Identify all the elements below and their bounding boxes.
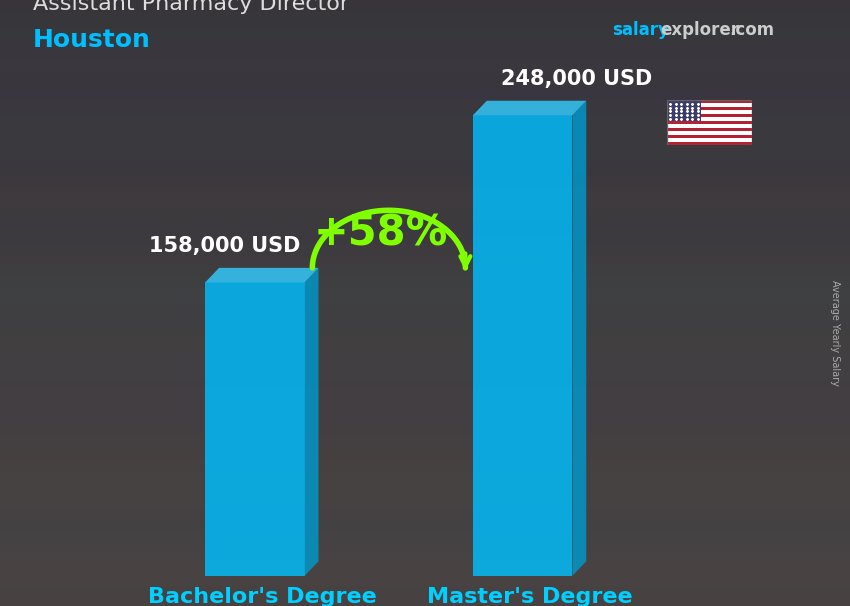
Text: .com: .com	[729, 21, 774, 39]
Text: +58%: +58%	[314, 212, 449, 255]
Polygon shape	[473, 115, 573, 576]
Bar	[667, 118, 752, 121]
Bar	[667, 124, 752, 128]
Text: Average Yearly Salary: Average Yearly Salary	[830, 281, 840, 386]
Bar	[667, 110, 752, 114]
Text: Bachelor's Degree: Bachelor's Degree	[148, 587, 377, 606]
Bar	[667, 128, 752, 132]
Bar	[667, 114, 752, 118]
Polygon shape	[205, 282, 304, 576]
Bar	[667, 138, 752, 142]
Polygon shape	[304, 268, 319, 576]
Bar	[667, 107, 752, 110]
Polygon shape	[573, 101, 586, 576]
Bar	[667, 142, 752, 145]
Text: 248,000 USD: 248,000 USD	[501, 69, 652, 89]
Bar	[667, 132, 752, 135]
Bar	[667, 121, 752, 124]
Bar	[667, 100, 701, 121]
Bar	[667, 100, 752, 104]
Bar	[667, 104, 752, 107]
Text: salary: salary	[612, 21, 669, 39]
Text: Houston: Houston	[33, 28, 151, 52]
Bar	[667, 135, 752, 138]
Text: Master's Degree: Master's Degree	[427, 587, 632, 606]
Text: Assistant Pharmacy Director: Assistant Pharmacy Director	[33, 0, 349, 15]
Text: 158,000 USD: 158,000 USD	[149, 236, 300, 256]
Text: explorer: explorer	[660, 21, 740, 39]
Polygon shape	[473, 101, 586, 115]
Polygon shape	[205, 268, 319, 282]
